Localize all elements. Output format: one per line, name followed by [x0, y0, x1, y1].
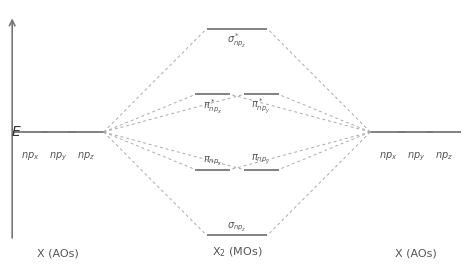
Text: $np_x$: $np_x$	[379, 150, 397, 162]
Text: $\sigma_{np_z}$: $\sigma_{np_z}$	[228, 220, 246, 233]
Text: $\pi_{np_x}$: $\pi_{np_x}$	[203, 154, 222, 167]
Text: $np_z$: $np_z$	[435, 150, 453, 162]
Text: X (AOs): X (AOs)	[395, 249, 437, 259]
Text: $\sigma^*_{np_z}$: $\sigma^*_{np_z}$	[228, 31, 246, 49]
Text: $np_z$: $np_z$	[77, 150, 95, 162]
Text: $np_y$: $np_y$	[49, 150, 67, 163]
Text: $\pi^*_{np_x}$: $\pi^*_{np_x}$	[203, 97, 222, 115]
Text: X (AOs): X (AOs)	[37, 249, 79, 259]
Text: $np_x$: $np_x$	[21, 150, 39, 162]
Text: $\pi^*_{np_y}$: $\pi^*_{np_y}$	[252, 97, 271, 116]
Text: $E$: $E$	[11, 125, 22, 139]
Text: $\pi_{np_y}$: $\pi_{np_y}$	[252, 153, 271, 167]
Text: X$_2$ (MOs): X$_2$ (MOs)	[212, 245, 262, 259]
Text: $np_y$: $np_y$	[407, 150, 425, 163]
